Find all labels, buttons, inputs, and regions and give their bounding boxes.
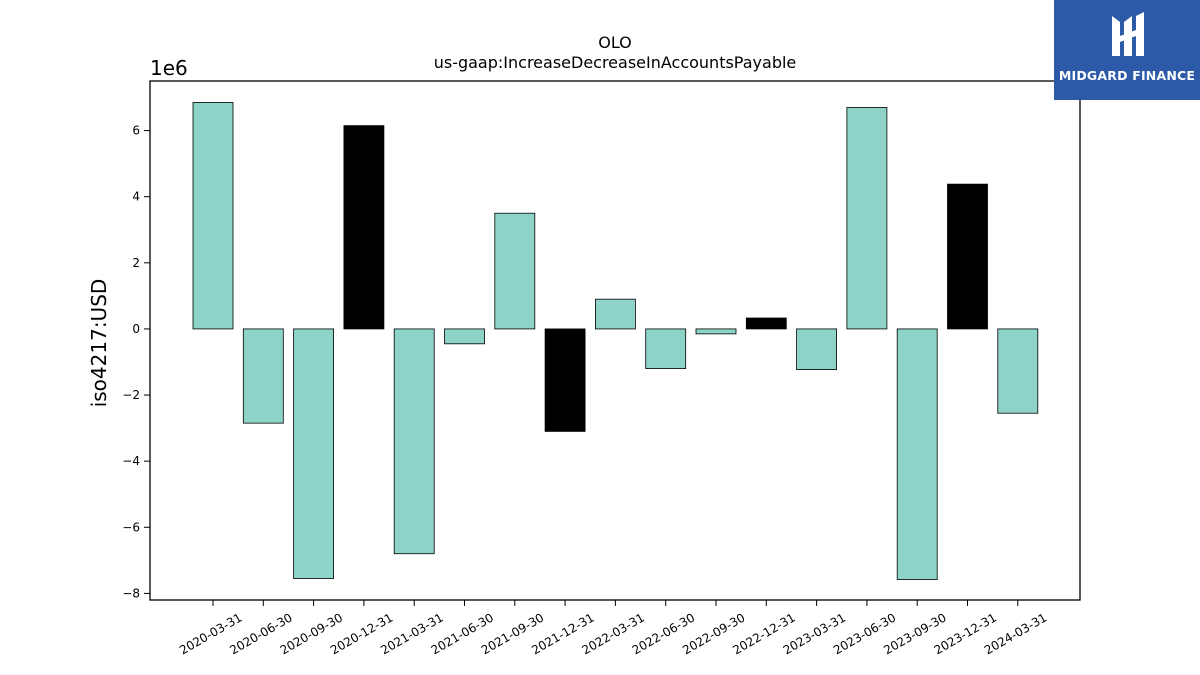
bar-2020-06-30 bbox=[242, 328, 284, 424]
logo-text: MIDGARD FINANCE bbox=[1058, 68, 1196, 83]
y-axis-label: iso4217:USD bbox=[87, 279, 111, 408]
plot-frame bbox=[149, 80, 1081, 601]
y-tick-label: −2 bbox=[122, 388, 140, 402]
y-tick-label: 6 bbox=[132, 124, 140, 138]
bar-2021-12-31 bbox=[544, 328, 586, 432]
bar-2021-06-30 bbox=[444, 328, 485, 345]
bar-2022-06-30 bbox=[645, 328, 687, 369]
bar-2022-03-31 bbox=[595, 298, 636, 330]
chart-title: OLO bbox=[598, 33, 632, 52]
y-tick-label: 4 bbox=[132, 190, 140, 204]
y-tick-label: 2 bbox=[132, 256, 140, 270]
midgard-logo-mark-icon bbox=[1112, 12, 1144, 56]
bar-2022-09-30 bbox=[695, 328, 737, 335]
bar-2023-12-31 bbox=[947, 183, 988, 330]
y-tick-label: −8 bbox=[122, 586, 140, 600]
midgard-finance-logo: MIDGARD FINANCE bbox=[1054, 0, 1200, 100]
bar-2020-03-31 bbox=[192, 102, 234, 330]
bar-2020-12-31 bbox=[343, 125, 385, 330]
y-tick-label: −4 bbox=[122, 454, 140, 468]
y-tick-label: −6 bbox=[122, 520, 140, 534]
y-tick-label: 0 bbox=[132, 322, 140, 336]
y-scale-label: 1e6 bbox=[150, 56, 188, 80]
bar-2021-09-30 bbox=[494, 212, 536, 330]
chart-subtitle: us-gaap:IncreaseDecreaseInAccountsPayabl… bbox=[434, 53, 797, 72]
bar-2023-06-30 bbox=[846, 107, 888, 330]
bar-2020-09-30 bbox=[293, 328, 335, 579]
bar-2024-03-31 bbox=[997, 328, 1039, 414]
bar-2023-03-31 bbox=[796, 328, 837, 370]
bar-2021-03-31 bbox=[393, 328, 435, 555]
bar-2022-12-31 bbox=[745, 317, 787, 330]
bar-2023-09-30 bbox=[896, 328, 938, 580]
